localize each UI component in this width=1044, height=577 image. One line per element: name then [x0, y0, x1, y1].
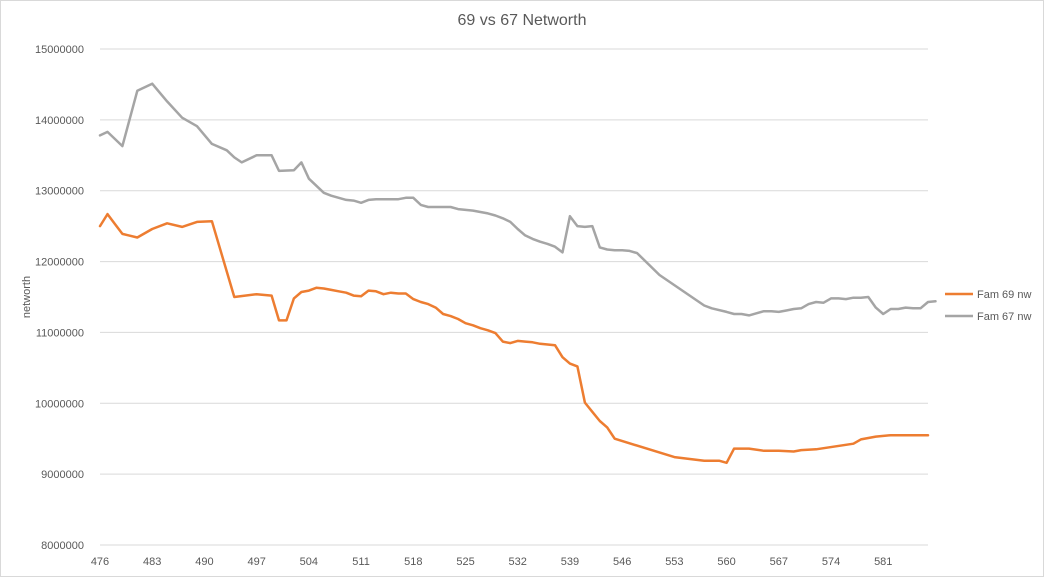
x-tick-label: 497 [247, 556, 265, 568]
x-tick-label: 518 [404, 556, 422, 568]
y-tick-label: 9000000 [41, 469, 84, 481]
x-tick-label: 490 [195, 556, 213, 568]
y-tick-label: 10000000 [35, 398, 84, 410]
y-tick-label: 13000000 [35, 186, 84, 198]
x-tick-label: 504 [300, 556, 318, 568]
chart-title: 69 vs 67 Networth [457, 12, 587, 29]
x-tick-label: 511 [352, 556, 370, 568]
y-tick-label: 11000000 [36, 327, 84, 339]
x-tick-labels: 476 483 490 497 504 511 518 525 532 539 546 553 560 5… [91, 556, 893, 568]
legend-label: Fam 67 nw [977, 311, 1031, 323]
x-tick-label: 567 [770, 556, 788, 568]
x-tick-label: 560 [717, 556, 735, 568]
x-tick-label: 574 [822, 556, 840, 568]
gridlines [100, 48, 928, 546]
y-tick-label: 14000000 [35, 115, 84, 127]
legend-label: Fam 69 nw [977, 289, 1031, 301]
series-line-fam-67-nw [98, 82, 937, 317]
y-tick-label: 15000000 [35, 44, 84, 56]
x-tick-label: 532 [509, 556, 527, 568]
y-tick-label: 8000000 [41, 540, 84, 552]
x-tick-label: 483 [143, 556, 161, 568]
y-tick-label: 12000000 [35, 257, 84, 269]
x-tick-label: 476 [91, 556, 109, 568]
series-lines [98, 82, 937, 465]
legend: Fam 69 nw Fam 67 nw [945, 289, 1031, 323]
x-tick-label: 553 [665, 556, 683, 568]
y-axis-label: networth [21, 276, 33, 318]
x-tick-label: 525 [456, 556, 474, 568]
x-tick-label: 546 [613, 556, 631, 568]
y-tick-labels: 8000000 9000000 10000000 11000000 12000000 13… [35, 44, 84, 552]
x-tick-label: 581 [874, 556, 892, 568]
series-line-fam-69-nw [98, 212, 930, 465]
x-tick-label: 539 [561, 556, 579, 568]
